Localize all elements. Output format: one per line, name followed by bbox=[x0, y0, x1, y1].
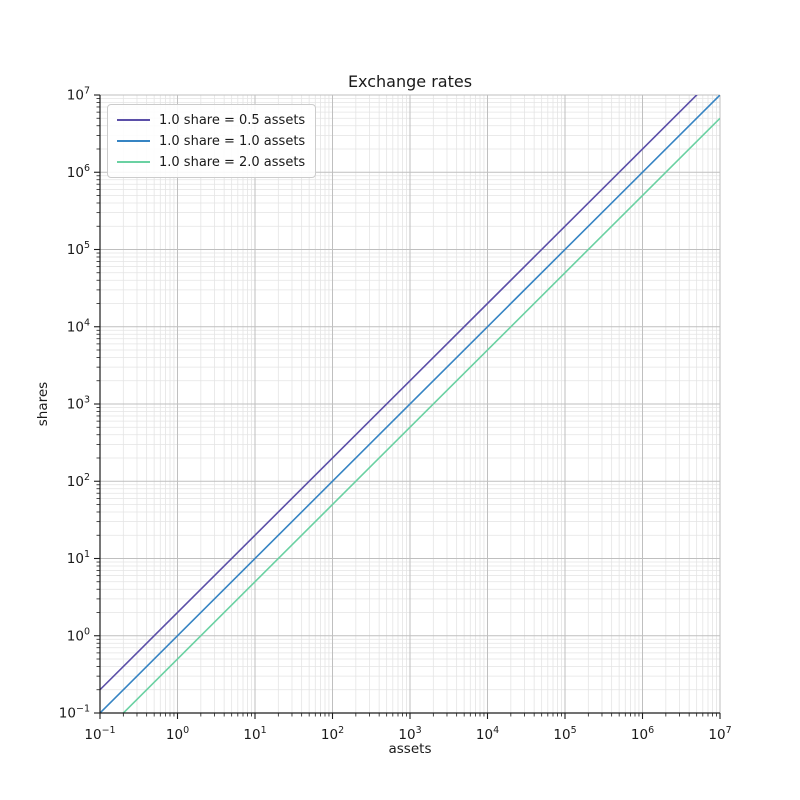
x-tick-label: 107 bbox=[708, 725, 731, 743]
legend-line-swatch bbox=[117, 119, 150, 121]
x-tick-label: 100 bbox=[166, 725, 189, 743]
y-tick-label: 101 bbox=[67, 549, 90, 567]
series-line-2 bbox=[122, 117, 720, 713]
legend-item: 1.0 share = 1.0 assets bbox=[117, 132, 305, 150]
series-line-1 bbox=[100, 95, 720, 713]
y-tick-label: 104 bbox=[67, 317, 90, 335]
x-tick-label: 105 bbox=[553, 725, 576, 743]
legend-line-swatch bbox=[117, 140, 150, 142]
series-line-0 bbox=[100, 95, 698, 691]
legend: 1.0 share = 0.5 assets 1.0 share = 1.0 as… bbox=[107, 104, 317, 178]
legend-label: 1.0 share = 1.0 assets bbox=[159, 133, 306, 149]
x-tick-label: 106 bbox=[631, 725, 654, 743]
x-tick-label: 104 bbox=[476, 725, 499, 743]
chart-title: Exchange rates bbox=[347, 72, 473, 91]
y-tick-label: 102 bbox=[67, 472, 90, 490]
y-tick-label: 100 bbox=[67, 626, 90, 644]
x-tick-label: 102 bbox=[321, 725, 344, 743]
y-axis-label: shares bbox=[35, 381, 51, 427]
legend-item: 1.0 share = 0.5 assets bbox=[117, 111, 305, 129]
legend-label: 1.0 share = 0.5 assets bbox=[159, 112, 306, 128]
y-tick-label: 105 bbox=[67, 240, 90, 258]
x-tick-label: 10−1 bbox=[84, 725, 115, 743]
y-tick-label: 103 bbox=[67, 395, 90, 413]
x-tick-label: 103 bbox=[398, 725, 421, 743]
y-tick-label: 107 bbox=[67, 86, 90, 104]
legend-item: 1.0 share = 2.0 assets bbox=[117, 153, 305, 171]
legend-label: 1.0 share = 2.0 assets bbox=[159, 154, 306, 170]
y-tick-label: 10−1 bbox=[59, 704, 90, 722]
y-tick-label: 106 bbox=[67, 163, 90, 181]
x-axis-label: assets bbox=[388, 741, 432, 757]
x-tick-label: 101 bbox=[243, 725, 266, 743]
legend-line-swatch bbox=[117, 161, 150, 163]
